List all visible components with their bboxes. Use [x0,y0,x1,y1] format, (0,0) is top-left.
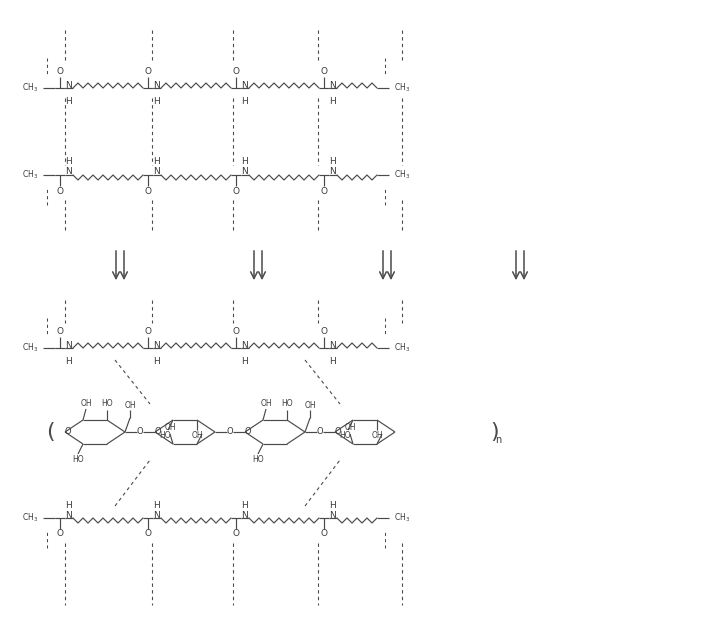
Text: N: N [66,510,72,520]
Text: O: O [137,428,143,436]
Text: N: N [242,167,248,176]
Text: ): ) [490,422,498,442]
Text: O: O [227,428,233,436]
Text: H: H [154,500,160,510]
Text: O: O [145,328,152,336]
Text: O: O [57,529,64,539]
Text: H: H [66,357,72,365]
Text: OH: OH [191,431,203,441]
Text: O: O [145,67,152,77]
Text: HO: HO [252,455,264,465]
Text: N: N [330,510,336,520]
Text: H: H [330,157,336,167]
Text: CH$_3$: CH$_3$ [22,169,38,181]
Text: O: O [320,529,328,539]
Text: OH: OH [304,400,316,410]
Text: HO: HO [72,455,84,465]
Text: O: O [320,186,328,196]
Text: N: N [330,80,336,89]
Text: N: N [242,80,248,89]
Text: O: O [320,67,328,77]
Text: N: N [154,167,160,176]
Text: O: O [57,186,64,196]
Text: CH$_3$: CH$_3$ [394,342,411,354]
Text: H: H [154,357,160,365]
Text: HO: HO [160,431,171,441]
Text: O: O [233,186,240,196]
Text: O: O [245,428,251,436]
Text: OH: OH [124,400,136,410]
Text: HO: HO [281,399,293,408]
Text: N: N [154,341,160,349]
Text: N: N [154,510,160,520]
Text: CH$_3$: CH$_3$ [394,81,411,94]
Text: N: N [154,80,160,89]
Text: OH: OH [164,423,176,433]
Text: O: O [320,328,328,336]
Text: N: N [66,341,72,349]
Text: O: O [233,529,240,539]
Text: N: N [330,167,336,176]
Text: OH: OH [260,399,272,407]
Text: N: N [330,341,336,349]
Text: O: O [65,428,72,436]
Text: H: H [242,500,248,510]
Text: CH$_3$: CH$_3$ [394,511,411,524]
Text: H: H [242,96,248,106]
Text: H: H [330,357,336,365]
Text: O: O [155,428,162,436]
Text: n: n [495,435,501,445]
Text: H: H [242,157,248,167]
Text: N: N [242,510,248,520]
Text: CH$_3$: CH$_3$ [22,81,38,94]
Text: O: O [317,428,323,436]
Text: O: O [233,67,240,77]
Text: CH$_3$: CH$_3$ [394,169,411,181]
Text: O: O [335,428,341,436]
Text: H: H [66,157,72,167]
Text: H: H [242,357,248,365]
Text: H: H [330,96,336,106]
Text: O: O [57,67,64,77]
Text: OH: OH [344,423,356,433]
Text: H: H [154,96,160,106]
Text: O: O [145,529,152,539]
Text: CH$_3$: CH$_3$ [22,511,38,524]
Text: N: N [66,167,72,176]
Text: CH$_3$: CH$_3$ [22,342,38,354]
Text: OH: OH [80,399,91,407]
Text: HO: HO [101,399,113,408]
Text: H: H [66,500,72,510]
Text: H: H [154,157,160,167]
Text: (: ( [46,422,55,442]
Text: O: O [57,328,64,336]
Text: O: O [233,328,240,336]
Text: OH: OH [372,431,383,441]
Text: HO: HO [339,431,351,441]
Text: H: H [330,500,336,510]
Text: N: N [66,80,72,89]
Text: O: O [145,186,152,196]
Text: H: H [66,96,72,106]
Text: N: N [242,341,248,349]
